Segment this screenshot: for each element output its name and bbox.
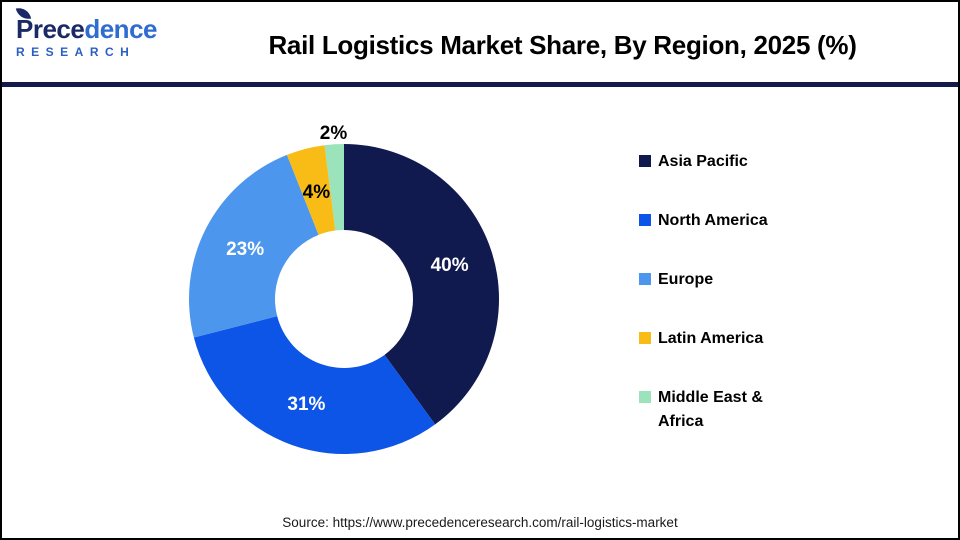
- logo-word-part1: Prece: [16, 14, 85, 44]
- slice-value-label: 23%: [226, 239, 264, 260]
- legend-item-asia-pacific: Asia Pacific: [639, 150, 783, 174]
- logo-word-part2: dence: [84, 14, 157, 44]
- legend-swatch-icon: [639, 391, 651, 403]
- page-title: Rail Logistics Market Share, By Region, …: [268, 30, 857, 60]
- legend-label: Europe: [658, 271, 714, 288]
- pie-slice: [286, 145, 336, 235]
- legend-label: Middle East & Africa: [658, 389, 763, 430]
- slice-value-label: 40%: [431, 255, 469, 276]
- slice-value-label: 4%: [303, 182, 331, 203]
- logo-wordmark: Precedence: [15, 5, 186, 44]
- pie-slice: [188, 154, 319, 338]
- slice-value-label: 31%: [287, 394, 325, 415]
- pie-slice: [324, 144, 344, 231]
- title-wrap: Rail Logistics Market Share, By Region, …: [167, 30, 958, 61]
- header-divider: [2, 82, 958, 87]
- legend-label: North America: [658, 212, 768, 229]
- legend-item-latin-america: Latin America: [639, 327, 783, 351]
- legend-swatch-icon: [639, 214, 651, 226]
- legend-item-europe: Europe: [639, 268, 783, 292]
- precedence-research-logo: Precedence RESEARCH: [15, 5, 186, 59]
- legend-item-middle-east-africa: Middle East & Africa: [639, 386, 783, 434]
- pie-slice: [193, 316, 436, 455]
- legend-label: Asia Pacific: [658, 153, 748, 170]
- legend-label: Latin America: [658, 330, 764, 347]
- legend-swatch-icon: [639, 332, 651, 344]
- slice-value-label: 2%: [320, 123, 348, 144]
- logo-subtitle: RESEARCH: [16, 45, 136, 59]
- pie-slice: [344, 144, 500, 425]
- legend-swatch-icon: [639, 273, 651, 285]
- legend-item-north-america: North America: [639, 209, 783, 233]
- header: Precedence RESEARCH Rail Logistics Marke…: [2, 2, 958, 82]
- source-text: Source: https://www.precedenceresearch.c…: [282, 515, 678, 530]
- legend-swatch-icon: [639, 155, 651, 167]
- footer: Source: https://www.precedenceresearch.c…: [2, 514, 958, 532]
- chart-legend: Asia Pacific North America Europe Latin …: [639, 150, 783, 469]
